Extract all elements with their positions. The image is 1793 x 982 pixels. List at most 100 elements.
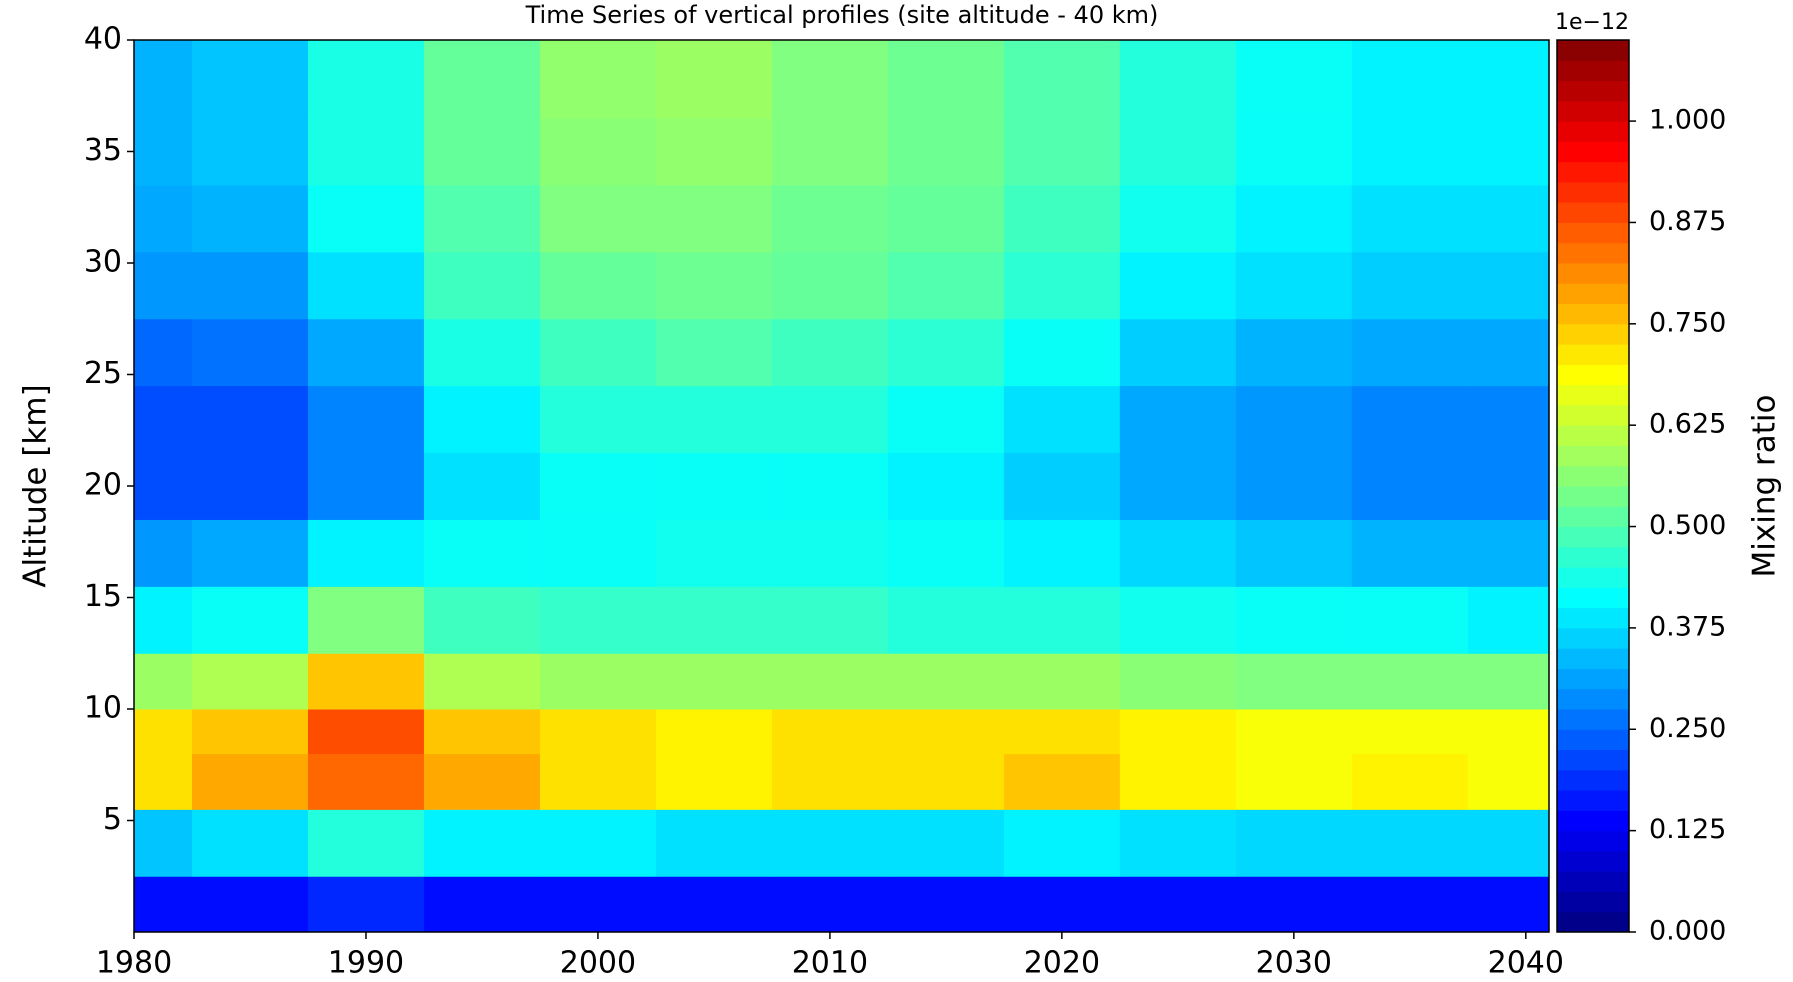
- colorbar-step: [1557, 668, 1629, 690]
- colorbar-step: [1557, 364, 1629, 386]
- heatmap-cell: [1235, 653, 1353, 710]
- heatmap-cell: [1235, 452, 1353, 520]
- heatmap-cell: [134, 318, 193, 387]
- heatmap-cell: [423, 653, 541, 710]
- heatmap-cell: [539, 753, 657, 810]
- heatmap-cell: [191, 586, 309, 654]
- heatmap-cell: [539, 318, 657, 387]
- heatmap-cell: [134, 709, 193, 755]
- heatmap-cell: [191, 709, 309, 755]
- heatmap-cell: [1119, 184, 1237, 253]
- x-tick-label: 1980: [96, 946, 172, 981]
- y-axis-label: Altitude [km]: [18, 384, 54, 587]
- heatmap-cell: [539, 653, 657, 710]
- heatmap-cell: [1467, 519, 1550, 587]
- colorbar-tick-label: 0.625: [1649, 409, 1726, 440]
- heatmap-cell: [307, 118, 425, 186]
- heatmap-cell: [1003, 653, 1121, 710]
- y-tick-label: 10: [84, 691, 122, 726]
- heatmap-cell: [887, 753, 1005, 810]
- heatmap-cell: [1467, 184, 1550, 253]
- x-tick-label: 2030: [1256, 946, 1332, 981]
- colorbar-tick-label: 0.750: [1649, 307, 1726, 338]
- heatmap-cell: [423, 452, 541, 520]
- heatmap-cell: [539, 452, 657, 520]
- heatmap-cell: [539, 709, 657, 755]
- heatmap-cell: [1467, 653, 1550, 710]
- heatmap-cell: [134, 753, 193, 810]
- heatmap-cell: [307, 586, 425, 654]
- heatmap-cell: [1351, 251, 1469, 320]
- y-tick-label: 25: [84, 356, 122, 391]
- heatmap-cell: [1003, 519, 1121, 587]
- heatmap-cell: [1351, 40, 1469, 119]
- heatmap-cell: [655, 809, 773, 877]
- heatmap-cell: [1351, 586, 1469, 654]
- heatmap-cell: [307, 653, 425, 710]
- colorbar-tick-label: 0.250: [1649, 713, 1726, 744]
- y-tick-label: 30: [84, 245, 122, 280]
- heatmap-cell: [191, 385, 309, 454]
- heatmap-cell: [771, 452, 889, 520]
- colorbar-step: [1557, 121, 1629, 142]
- heatmap-cell: [771, 385, 889, 454]
- heatmap-cell: [1003, 40, 1121, 119]
- colorbar-step: [1557, 830, 1629, 852]
- heatmap-cell: [191, 251, 309, 320]
- heatmap-cell: [191, 519, 309, 587]
- heatmap-cell: [655, 653, 773, 710]
- colorbar-step: [1557, 40, 1629, 61]
- heatmap-cell: [191, 184, 309, 253]
- heatmap-cell: [1119, 251, 1237, 320]
- heatmap-cell: [771, 709, 889, 755]
- heatmap-cell: [307, 809, 425, 877]
- heatmap-cell: [1351, 118, 1469, 186]
- heatmap-cell: [539, 519, 657, 587]
- colorbar-step: [1557, 891, 1629, 913]
- heatmap-cell: [1119, 709, 1237, 755]
- heatmap-cell: [307, 452, 425, 520]
- colorbar-step: [1557, 627, 1629, 649]
- heatmap-cell: [771, 251, 889, 320]
- heatmap-cell: [655, 184, 773, 253]
- heatmap-cell: [134, 586, 193, 654]
- heatmap-cell: [423, 318, 541, 387]
- y-tick-label: 15: [84, 579, 122, 614]
- heatmap-cell: [1235, 753, 1353, 810]
- heatmap-cell: [771, 184, 889, 253]
- heatmap-cell: [423, 586, 541, 654]
- heatmap-cell: [134, 653, 193, 710]
- colorbar-step: [1557, 749, 1629, 771]
- heatmap-cell: [655, 385, 773, 454]
- heatmap-cell: [887, 709, 1005, 755]
- colorbar-step: [1557, 181, 1629, 203]
- heatmap-cell: [655, 519, 773, 587]
- x-tick-label: 2000: [560, 946, 636, 981]
- y-tick-label: 35: [84, 133, 122, 168]
- heatmap-cell: [887, 452, 1005, 520]
- colorbar-frame: [1556, 39, 1630, 933]
- heatmap-cell: [1119, 519, 1237, 587]
- heatmap-cell: [887, 653, 1005, 710]
- heatmap-cell: [1467, 118, 1550, 186]
- heatmap-cell: [887, 184, 1005, 253]
- heatmap-cell: [134, 251, 193, 320]
- heatmap-cell: [307, 753, 425, 810]
- heatmap-cell: [1235, 40, 1353, 119]
- heatmap-cell: [1003, 318, 1121, 387]
- heatmap-cell: [539, 876, 657, 933]
- heatmap-cell: [1235, 184, 1353, 253]
- heatmap-cell: [307, 709, 425, 755]
- heatmap-cell: [1351, 876, 1469, 933]
- heatmap-cell: [887, 251, 1005, 320]
- heatmap-cell: [655, 251, 773, 320]
- heatmap-cell: [771, 653, 889, 710]
- colorbar-step: [1557, 404, 1629, 426]
- heatmap-cell: [307, 519, 425, 587]
- heatmap-cell: [1351, 184, 1469, 253]
- x-tick-label: 2020: [1024, 946, 1100, 981]
- heatmap-cell: [539, 40, 657, 119]
- heatmap-cell: [887, 40, 1005, 119]
- heatmap-cell: [1351, 452, 1469, 520]
